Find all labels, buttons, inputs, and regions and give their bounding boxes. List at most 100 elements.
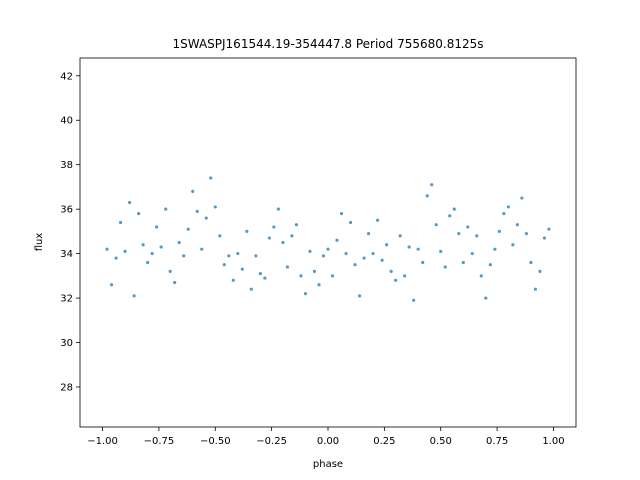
data-point: [489, 263, 492, 266]
x-tick-label: −0.75: [144, 436, 175, 447]
data-point: [119, 221, 122, 224]
data-point: [114, 256, 117, 259]
data-point: [421, 261, 424, 264]
x-tick-label: −1.00: [87, 436, 118, 447]
data-point: [187, 228, 190, 231]
data-point: [110, 283, 113, 286]
data-point: [133, 294, 136, 297]
x-tick-label: −0.25: [256, 436, 287, 447]
data-point: [385, 243, 388, 246]
data-point: [484, 296, 487, 299]
data-point: [335, 239, 338, 242]
data-point: [408, 245, 411, 248]
data-point: [151, 252, 154, 255]
data-point: [236, 252, 239, 255]
data-point: [534, 288, 537, 291]
data-point: [362, 256, 365, 259]
y-tick-label: 40: [60, 116, 73, 127]
data-point: [272, 225, 275, 228]
data-point: [394, 279, 397, 282]
data-point: [381, 259, 384, 262]
data-point: [403, 274, 406, 277]
data-point: [308, 250, 311, 253]
data-point: [480, 274, 483, 277]
y-tick-label: 34: [60, 249, 73, 260]
data-point: [218, 234, 221, 237]
data-point: [191, 190, 194, 193]
plot-frame: [80, 58, 576, 427]
data-point: [142, 243, 145, 246]
data-point: [263, 276, 266, 279]
data-point: [317, 283, 320, 286]
data-point: [214, 205, 217, 208]
data-point: [277, 208, 280, 211]
data-point: [178, 241, 181, 244]
data-point: [160, 245, 163, 248]
data-point: [462, 261, 465, 264]
y-tick-label: 30: [60, 338, 73, 349]
data-point: [182, 254, 185, 257]
data-point: [520, 196, 523, 199]
data-point: [137, 212, 140, 215]
data-point: [475, 234, 478, 237]
data-point: [340, 212, 343, 215]
data-point: [426, 194, 429, 197]
data-point: [412, 299, 415, 302]
data-point: [223, 263, 226, 266]
data-point: [453, 208, 456, 211]
x-tick-label: −0.50: [200, 436, 231, 447]
data-point: [439, 250, 442, 253]
data-point: [493, 248, 496, 251]
data-point: [164, 208, 167, 211]
data-point: [169, 270, 172, 273]
data-point: [376, 219, 379, 222]
data-point: [466, 225, 469, 228]
data-point: [123, 250, 126, 253]
data-point: [547, 228, 550, 231]
data-point: [448, 214, 451, 217]
data-point: [507, 205, 510, 208]
data-point: [525, 232, 528, 235]
data-point: [498, 230, 501, 233]
data-point: [209, 176, 212, 179]
data-point: [245, 230, 248, 233]
y-tick-label: 36: [60, 205, 73, 216]
data-point: [516, 223, 519, 226]
data-point: [444, 265, 447, 268]
data-point: [268, 236, 271, 239]
data-point: [322, 254, 325, 257]
data-point: [353, 263, 356, 266]
data-point: [250, 288, 253, 291]
data-point: [502, 212, 505, 215]
data-point: [146, 261, 149, 264]
data-point: [304, 292, 307, 295]
y-tick-label: 42: [60, 71, 73, 82]
y-axis-title: flux: [34, 233, 45, 252]
data-point: [371, 252, 374, 255]
data-point: [205, 216, 208, 219]
data-point: [471, 252, 474, 255]
data-point: [295, 223, 298, 226]
data-point: [457, 232, 460, 235]
x-tick-label: 0.50: [430, 436, 452, 447]
data-point: [254, 254, 257, 257]
data-point: [299, 274, 302, 277]
data-point: [529, 261, 532, 264]
data-point: [313, 270, 316, 273]
y-tick-label: 28: [60, 382, 73, 393]
data-point: [331, 274, 334, 277]
x-tick-label: 0.25: [373, 436, 395, 447]
x-axis-ticks: −1.00 −0.75 −0.50 −0.25 0.00 0.25 0.50 0.75 1.00: [87, 427, 564, 447]
y-tick-label: 38: [60, 160, 73, 171]
data-point: [417, 248, 420, 251]
data-point: [173, 281, 176, 284]
data-point: [538, 270, 541, 273]
data-point: [511, 243, 514, 246]
x-tick-label: 1.00: [542, 436, 564, 447]
data-point: [390, 270, 393, 273]
x-axis-title: phase: [313, 459, 343, 470]
data-point: [349, 221, 352, 224]
y-axis-ticks: 28 30 32 34 36 38 40 42: [60, 71, 80, 393]
